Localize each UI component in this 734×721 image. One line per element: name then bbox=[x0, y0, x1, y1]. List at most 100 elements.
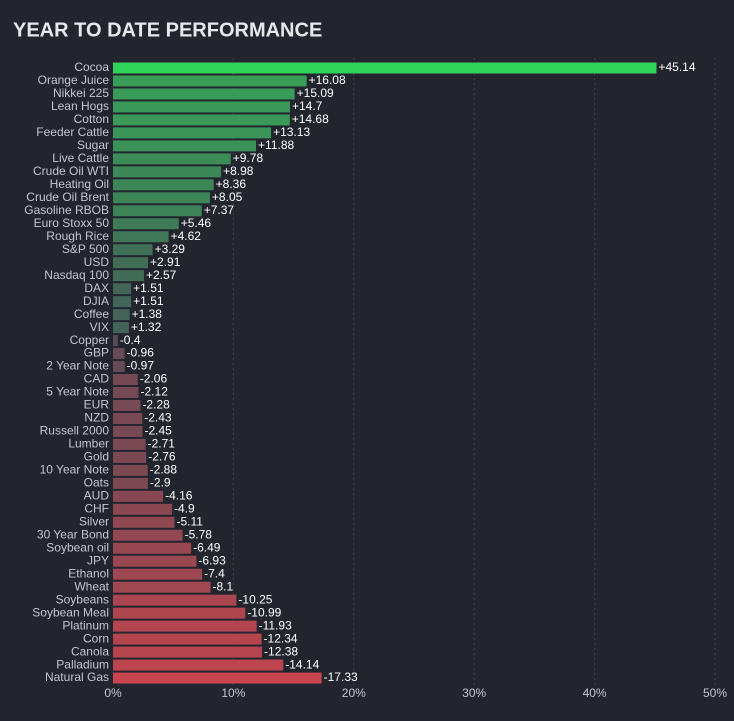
category-label: DJIA bbox=[83, 294, 109, 308]
value-label: -6.49 bbox=[193, 540, 221, 554]
bar bbox=[113, 309, 130, 321]
value-label: -2.28 bbox=[142, 398, 170, 412]
value-label: -10.99 bbox=[247, 605, 281, 619]
bar bbox=[113, 464, 148, 476]
category-label: Palladium bbox=[56, 657, 109, 671]
bar bbox=[113, 581, 211, 593]
category-label: Coffee bbox=[74, 307, 109, 321]
x-tick-label: 10% bbox=[221, 686, 245, 700]
x-tick-label: 20% bbox=[342, 686, 366, 700]
x-tick-label: 30% bbox=[462, 686, 486, 700]
bar bbox=[113, 646, 263, 658]
value-label: -0.97 bbox=[127, 359, 155, 373]
category-label: Ethanol bbox=[68, 566, 109, 580]
value-label: +1.38 bbox=[132, 307, 163, 321]
bar bbox=[113, 399, 141, 411]
value-label: +1.51 bbox=[133, 294, 164, 308]
value-label: -2.06 bbox=[140, 372, 168, 386]
category-label: Natural Gas bbox=[45, 670, 109, 684]
bar bbox=[113, 322, 129, 334]
value-label: -2.88 bbox=[150, 463, 178, 477]
chart-title: YEAR TO DATE PERFORMANCE bbox=[13, 19, 322, 41]
category-label: Euro Stoxx 50 bbox=[34, 216, 110, 230]
category-label: Russell 2000 bbox=[40, 424, 110, 438]
bar bbox=[113, 412, 143, 424]
value-label: +7.37 bbox=[204, 203, 235, 217]
bar bbox=[113, 62, 657, 74]
bar bbox=[113, 451, 147, 463]
category-label: Crude Oil Brent bbox=[26, 190, 109, 204]
value-label: +2.57 bbox=[146, 268, 177, 282]
bar bbox=[113, 555, 197, 567]
bar bbox=[113, 335, 118, 347]
bar bbox=[113, 257, 149, 269]
value-label: -2.12 bbox=[141, 385, 169, 399]
bar bbox=[113, 205, 202, 217]
category-label: DAX bbox=[84, 281, 109, 295]
category-label: Lean Hogs bbox=[51, 99, 109, 113]
bar bbox=[113, 114, 290, 126]
category-label: Soybean oil bbox=[46, 540, 109, 554]
category-label: Feeder Cattle bbox=[36, 125, 109, 139]
bar bbox=[113, 101, 290, 113]
bar bbox=[113, 568, 203, 580]
category-label: Corn bbox=[83, 631, 109, 645]
value-label: +8.36 bbox=[216, 177, 247, 191]
bar bbox=[113, 270, 144, 282]
bar bbox=[113, 633, 262, 645]
value-label: -17.33 bbox=[324, 670, 358, 684]
value-label: +2.91 bbox=[150, 255, 181, 269]
bar bbox=[113, 192, 210, 204]
value-label: -0.4 bbox=[120, 333, 141, 347]
value-label: -4.16 bbox=[165, 489, 193, 503]
category-label: Soybeans bbox=[56, 592, 109, 606]
value-label: +14.68 bbox=[292, 112, 329, 126]
value-label: +45.14 bbox=[658, 60, 695, 74]
bar bbox=[113, 374, 138, 386]
category-label: NZD bbox=[84, 411, 109, 425]
category-label: Heating Oil bbox=[50, 177, 109, 191]
category-label: Wheat bbox=[74, 579, 109, 593]
bar bbox=[113, 179, 214, 191]
value-label: +8.05 bbox=[212, 190, 243, 204]
value-label: -2.9 bbox=[150, 476, 171, 490]
category-label: Copper bbox=[70, 333, 109, 347]
bar bbox=[113, 361, 125, 373]
value-label: +8.98 bbox=[223, 164, 254, 178]
category-label: Gasoline RBOB bbox=[24, 203, 109, 217]
category-label: USD bbox=[84, 255, 110, 269]
category-label: Live Cattle bbox=[52, 151, 109, 165]
category-label: Oats bbox=[84, 476, 109, 490]
bar bbox=[113, 127, 272, 139]
category-label: AUD bbox=[84, 489, 110, 503]
value-label: -11.93 bbox=[259, 618, 292, 632]
category-label: 30 Year Bond bbox=[37, 527, 109, 541]
value-label: +3.29 bbox=[155, 242, 186, 256]
category-label: Silver bbox=[79, 514, 109, 528]
value-label: -7.4 bbox=[204, 566, 225, 580]
category-label: GBP bbox=[84, 346, 109, 360]
bar bbox=[113, 244, 153, 256]
category-label: JPY bbox=[87, 553, 109, 567]
value-label: +1.32 bbox=[131, 320, 162, 334]
value-label: -8.1 bbox=[213, 579, 234, 593]
value-label: -2.43 bbox=[144, 411, 172, 425]
bar bbox=[113, 153, 231, 165]
category-label: Gold bbox=[84, 450, 109, 464]
category-label: Orange Juice bbox=[38, 73, 110, 87]
bar bbox=[113, 607, 246, 619]
category-label: Platinum bbox=[62, 618, 109, 632]
bar bbox=[113, 348, 125, 360]
bar bbox=[113, 594, 237, 606]
bar bbox=[113, 283, 132, 295]
category-label: Sugar bbox=[77, 138, 109, 152]
category-label: Canola bbox=[71, 644, 109, 658]
category-label: EUR bbox=[84, 398, 110, 412]
category-label: 10 Year Note bbox=[40, 463, 110, 477]
value-label: -0.96 bbox=[127, 346, 155, 360]
bar bbox=[113, 231, 169, 243]
value-label: +9.78 bbox=[233, 151, 264, 165]
value-label: +1.51 bbox=[133, 281, 164, 295]
